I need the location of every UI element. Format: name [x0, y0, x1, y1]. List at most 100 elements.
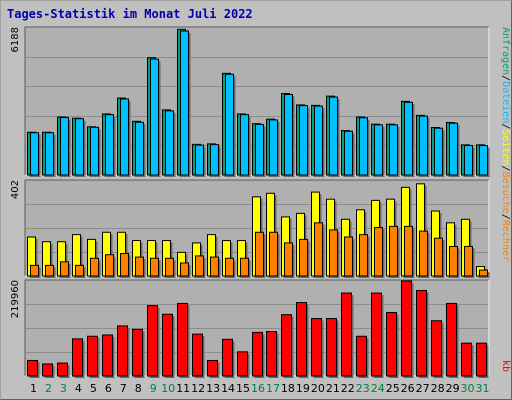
- legend-kb: kb: [500, 360, 511, 372]
- bar-besuche-day-28: [434, 237, 443, 277]
- bar-besuche-day-23: [359, 234, 368, 277]
- day-label-4: 4: [75, 382, 82, 395]
- day-label-11: 11: [176, 382, 190, 395]
- bar-dateien-day-24: [374, 124, 383, 176]
- bar-dateien-day-15: [240, 114, 249, 176]
- bar-kb-day-3: [57, 362, 68, 377]
- day-label-5: 5: [90, 382, 97, 395]
- bar-besuche-day-12: [195, 255, 204, 277]
- legend-top-labels: Anfragen/Dateien/Seiten/Besuche/Rechner: [500, 27, 511, 262]
- bar-besuche-day-7: [120, 253, 129, 277]
- day-label-29: 29: [446, 382, 460, 395]
- bar-kb-day-6: [102, 334, 113, 377]
- bar-dateien-day-8: [135, 121, 144, 176]
- day-label-31: 31: [476, 382, 490, 395]
- day-label-13: 13: [206, 382, 220, 395]
- legend-seiten: Seiten: [500, 129, 511, 165]
- legend-separator: /: [500, 75, 511, 81]
- legend-separator: /: [500, 123, 511, 129]
- bar-besuche-day-15: [240, 257, 249, 277]
- day-label-20: 20: [311, 382, 325, 395]
- day-label-6: 6: [105, 382, 112, 395]
- bar-kb-day-29: [446, 302, 457, 377]
- bar-dateien-day-5: [90, 126, 99, 176]
- bar-dateien-day-7: [120, 98, 129, 176]
- bar-besuche-day-11: [180, 262, 189, 277]
- bar-besuche-day-17: [269, 231, 278, 277]
- bar-dateien-day-23: [359, 117, 368, 176]
- day-label-9: 9: [150, 382, 157, 395]
- bar-kb-day-30: [461, 342, 472, 377]
- bar-kb-day-14: [222, 338, 233, 377]
- bar-kb-day-17: [266, 331, 277, 377]
- bar-kb-day-8: [132, 328, 143, 377]
- bar-besuche-day-31: [479, 269, 488, 277]
- day-label-26: 26: [401, 382, 415, 395]
- bar-dateien-day-17: [269, 119, 278, 176]
- bar-dateien-day-1: [30, 132, 39, 176]
- bar-kb-day-5: [87, 335, 98, 377]
- bar-dateien-day-16: [255, 123, 264, 176]
- day-label-25: 25: [386, 382, 400, 395]
- bar-kb-day-20: [311, 318, 322, 377]
- bar-dateien-day-28: [434, 127, 443, 176]
- bar-dateien-day-27: [419, 115, 428, 176]
- bar-dateien-day-19: [299, 105, 308, 176]
- panel-bottom-border-top: [24, 279, 489, 376]
- bar-besuche-day-30: [464, 245, 473, 277]
- bar-kb-day-12: [192, 333, 203, 377]
- bar-besuche-day-20: [314, 222, 323, 277]
- bar-besuche-day-2: [45, 264, 54, 277]
- day-label-10: 10: [161, 382, 175, 395]
- bar-dateien-day-14: [225, 73, 234, 176]
- bar-kb-day-23: [356, 335, 367, 377]
- bar-kb-day-2: [42, 363, 53, 377]
- bar-besuche-day-3: [60, 261, 69, 277]
- day-label-18: 18: [281, 382, 295, 395]
- bar-besuche-day-10: [165, 257, 174, 277]
- panel-top-border-top: [24, 26, 489, 175]
- bar-besuche-day-13: [210, 256, 219, 277]
- bar-kb-day-15: [237, 351, 248, 377]
- bar-dateien-day-2: [45, 132, 54, 176]
- bar-dateien-day-4: [75, 118, 84, 176]
- bar-dateien-day-30: [464, 145, 473, 176]
- day-label-7: 7: [120, 382, 127, 395]
- bar-besuche-day-22: [344, 236, 353, 277]
- legend-separator: /: [500, 166, 511, 172]
- bar-kb-day-25: [386, 312, 397, 377]
- bar-kb-day-31: [476, 342, 487, 377]
- bar-dateien-day-18: [284, 93, 293, 176]
- bar-besuche-day-16: [255, 231, 264, 277]
- bar-kb-day-13: [207, 359, 218, 377]
- legend-rechner: Rechner: [500, 220, 511, 262]
- bar-dateien-day-6: [105, 114, 114, 176]
- day-label-28: 28: [431, 382, 445, 395]
- bar-kb-day-10: [162, 313, 173, 377]
- day-label-12: 12: [191, 382, 205, 395]
- day-label-27: 27: [416, 382, 430, 395]
- bar-kb-day-24: [371, 292, 382, 377]
- bar-dateien-day-9: [150, 58, 159, 176]
- middle-max-label: 402: [10, 180, 21, 199]
- bar-dateien-day-26: [404, 101, 413, 176]
- bar-dateien-day-31: [479, 145, 488, 176]
- bar-kb-day-9: [147, 305, 158, 377]
- bar-besuche-day-25: [389, 225, 398, 277]
- legend-separator: /: [500, 214, 511, 220]
- bar-besuche-day-5: [90, 257, 99, 277]
- bar-besuche-day-24: [374, 227, 383, 277]
- day-label-8: 8: [135, 382, 142, 395]
- panel-middle-border-top: [24, 179, 489, 276]
- day-label-22: 22: [341, 382, 355, 395]
- chart-title: Tages-Statistik im Monat Juli 2022: [7, 7, 253, 21]
- day-label-23: 23: [356, 382, 370, 395]
- bar-dateien-day-11: [180, 30, 189, 176]
- bar-dateien-day-29: [449, 122, 458, 176]
- legend-besuche: Besuche: [500, 172, 511, 214]
- legend-kb-label: kb: [500, 360, 511, 372]
- bar-dateien-day-3: [60, 117, 69, 176]
- bar-besuche-day-9: [150, 257, 159, 277]
- bar-dateien-day-12: [195, 144, 204, 176]
- day-label-16: 16: [251, 382, 265, 395]
